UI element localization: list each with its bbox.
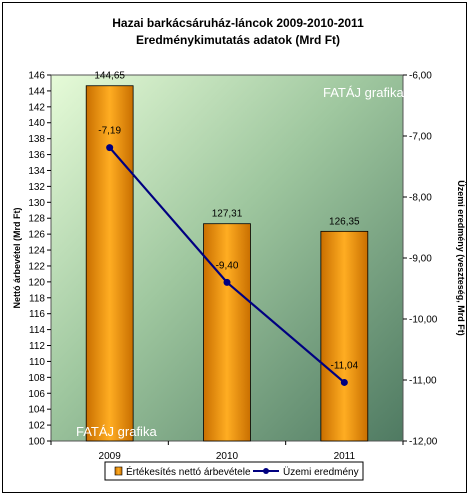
bar-2009: [85, 85, 134, 442]
y2-tick-label: -6,00: [409, 71, 432, 82]
y2-tick-label: -10,00: [409, 315, 438, 326]
chart-subtitle: Eredménykimutatás adatok (Mrd Ft): [136, 33, 340, 47]
y-tick-label: 146: [28, 71, 45, 82]
left-axis: 100 102 104 106 108 110 112 114 116 118 120 122 124 1…: [28, 71, 51, 448]
y-tick-label: 136: [28, 150, 45, 161]
legend-label-bar: Értékesítés nettó árbevétele: [126, 465, 251, 478]
watermark-bottom: FATÁJ grafika: [76, 424, 157, 439]
y2-tick-label: -11,00: [409, 376, 437, 387]
y-tick-label: 114: [29, 325, 45, 336]
x-axis: 2009 2010 2011: [50, 441, 404, 462]
y2-axis-label: Üzemi eredmény (veszteség, Mrd Ft): [456, 180, 466, 336]
y-tick-label: 100: [28, 437, 45, 448]
bar-2011: [320, 230, 369, 442]
line-point-2011: [340, 378, 348, 386]
y-tick-label: 140: [28, 118, 45, 129]
line-point-2010: [223, 278, 231, 286]
y-axis-label: Nettó árbevétel (Mrd Ft): [12, 207, 22, 308]
y2-tick-label: -8,00: [409, 193, 432, 204]
y-tick-label: 144: [28, 86, 45, 97]
x-tick-label: 2010: [216, 451, 239, 462]
bar-value-label: 126,35: [329, 216, 360, 227]
bar-2010: [203, 223, 251, 442]
y-tick-label: 124: [28, 246, 45, 257]
line-series: -7,19 -9,40 -11,04: [98, 126, 359, 386]
line-value-label: -7,19: [98, 126, 121, 137]
bar-value-label: 127,31: [212, 209, 243, 220]
y-tick-label: 106: [28, 389, 45, 400]
y-tick-label: 130: [28, 198, 45, 209]
legend: Értékesítés nettó árbevétele Üzemi eredm…: [104, 461, 364, 481]
y2-tick-label: -9,00: [409, 254, 432, 265]
legend-box: [104, 461, 364, 481]
y-tick-label: 108: [28, 373, 45, 384]
y-tick-label: 104: [28, 405, 45, 416]
combo-chart: Hazai barkácsáruház-láncok 2009-2010-201…: [12, 16, 466, 481]
y-tick-label: 110: [29, 357, 45, 368]
x-tick-label: 2011: [334, 451, 356, 462]
y2-tick-label: -7,00: [409, 132, 432, 143]
y-tick-label: 142: [28, 102, 45, 113]
legend-swatch-marker: [263, 468, 269, 474]
y-tick-label: 126: [28, 230, 45, 241]
y2-tick-label: -12,00: [409, 437, 438, 448]
line-value-label: -11,04: [331, 360, 359, 371]
chart-title: Hazai barkácsáruház-láncok 2009-2010-201…: [112, 16, 364, 30]
line-point-2009: [106, 144, 114, 152]
legend-label-line: Üzemi eredmény: [283, 466, 359, 478]
y-tick-label: 116: [29, 309, 45, 320]
y-tick-label: 134: [28, 166, 45, 177]
line-value-label: -9,40: [216, 260, 239, 271]
right-axis: -6,00 -7,00 -8,00 -9,00 -10,00 -11,00 -12,00: [403, 71, 438, 448]
y-tick-label: 122: [28, 261, 45, 272]
y-tick-label: 102: [28, 421, 45, 432]
watermark-top: FATÁJ grafika: [323, 85, 404, 100]
y-tick-label: 138: [28, 134, 45, 145]
legend-swatch-bar: [114, 466, 123, 476]
x-tick-label: 2009: [99, 451, 122, 462]
y-tick-label: 128: [28, 214, 45, 225]
y-tick-label: 118: [29, 293, 45, 304]
y-tick-label: 120: [28, 277, 45, 288]
bar-value-label: 144,65: [94, 71, 125, 82]
y-tick-label: 132: [28, 182, 45, 193]
y-tick-label: 112: [29, 341, 45, 352]
